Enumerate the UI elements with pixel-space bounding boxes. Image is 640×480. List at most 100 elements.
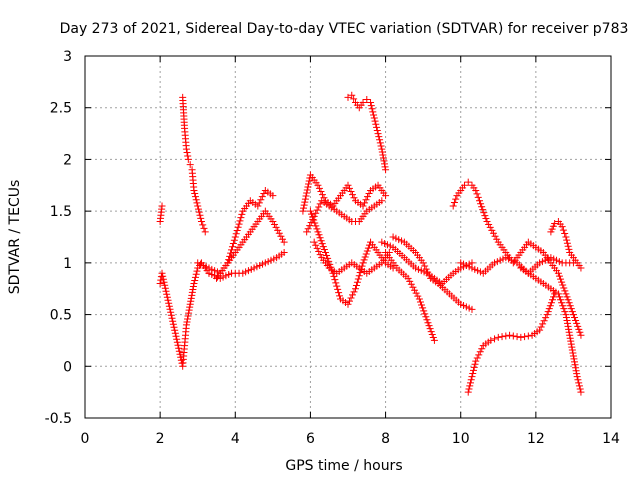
data-point (502, 332, 510, 340)
data-point (379, 151, 387, 159)
data-point (344, 93, 352, 101)
data-point (258, 193, 266, 201)
data-point (303, 228, 311, 236)
data-point (308, 210, 316, 218)
data-point (310, 216, 318, 224)
data-point (182, 145, 190, 153)
data-point (374, 130, 382, 138)
data-point (166, 305, 174, 313)
data-point (188, 288, 196, 296)
data-point (421, 262, 429, 270)
data-point (184, 155, 192, 163)
data-point (565, 245, 573, 253)
data-point (173, 338, 181, 346)
data-point (479, 206, 487, 214)
data-point (562, 311, 570, 319)
data-point (306, 207, 314, 215)
data-point (163, 290, 171, 298)
data-point (227, 249, 235, 257)
data-point (173, 335, 181, 343)
data-point (378, 145, 386, 153)
data-point (537, 323, 545, 331)
data-point (491, 335, 499, 343)
data-point (193, 199, 201, 207)
data-point (550, 293, 558, 301)
data-point (566, 334, 574, 342)
data-point (236, 217, 244, 225)
data-point (305, 180, 313, 188)
series-track-s (517, 264, 585, 396)
data-point (193, 267, 201, 275)
data-point (186, 300, 194, 308)
x-tick-label: 0 (81, 431, 90, 447)
data-point (196, 211, 204, 219)
y-tick-label: 2.5 (50, 101, 72, 117)
data-point (301, 198, 309, 206)
data-point (167, 308, 175, 316)
series-track-e (213, 186, 277, 282)
data-point (346, 184, 354, 192)
data-point (569, 349, 577, 357)
data-point (350, 95, 358, 103)
data-point (163, 293, 171, 301)
data-point (524, 332, 532, 340)
y-axis-label: SDTVAR / TECUs (7, 180, 23, 295)
data-point (184, 152, 192, 160)
data-point (303, 186, 311, 194)
data-point (561, 308, 569, 316)
data-point (464, 178, 472, 186)
data-point (548, 296, 556, 304)
data-point (363, 247, 371, 255)
data-point (174, 341, 182, 349)
data-point (318, 240, 326, 248)
data-point (509, 332, 517, 340)
x-tick-label: 10 (452, 431, 470, 447)
data-point (498, 333, 506, 341)
data-point (561, 230, 569, 238)
data-point (364, 244, 372, 252)
data-point (231, 233, 239, 241)
data-point (416, 298, 424, 306)
x-tick-label: 14 (602, 431, 620, 447)
data-point (378, 197, 386, 205)
data-point (316, 234, 324, 242)
data-point (195, 208, 203, 216)
data-point (478, 203, 486, 211)
data-point (422, 265, 430, 273)
data-point (475, 351, 483, 359)
data-point (373, 126, 381, 134)
data-point (186, 161, 194, 169)
data-point (569, 352, 577, 360)
data-point (567, 337, 575, 345)
data-point (367, 99, 375, 107)
data-point (172, 332, 180, 340)
data-point (190, 280, 198, 288)
data-point (371, 117, 379, 125)
series-track-h (303, 197, 386, 236)
data-point (563, 293, 571, 301)
data-point (186, 303, 194, 311)
data-point (577, 264, 585, 272)
data-point (566, 302, 574, 310)
data-point (275, 229, 283, 237)
data-point (559, 302, 567, 310)
series-track-b (156, 202, 166, 225)
data-point (415, 295, 423, 303)
data-point (300, 204, 308, 212)
data-point (375, 133, 383, 141)
data-point (303, 189, 311, 197)
data-point (558, 223, 566, 231)
data-point (424, 319, 432, 327)
data-point (554, 290, 562, 298)
data-point (255, 199, 263, 207)
data-point (185, 306, 193, 314)
series-track-c (179, 93, 209, 236)
data-point (376, 139, 384, 147)
data-point (572, 364, 580, 372)
data-point (169, 317, 177, 325)
data-point (238, 210, 246, 218)
data-point (164, 296, 172, 304)
data-point (269, 192, 277, 200)
data-point (382, 192, 390, 200)
